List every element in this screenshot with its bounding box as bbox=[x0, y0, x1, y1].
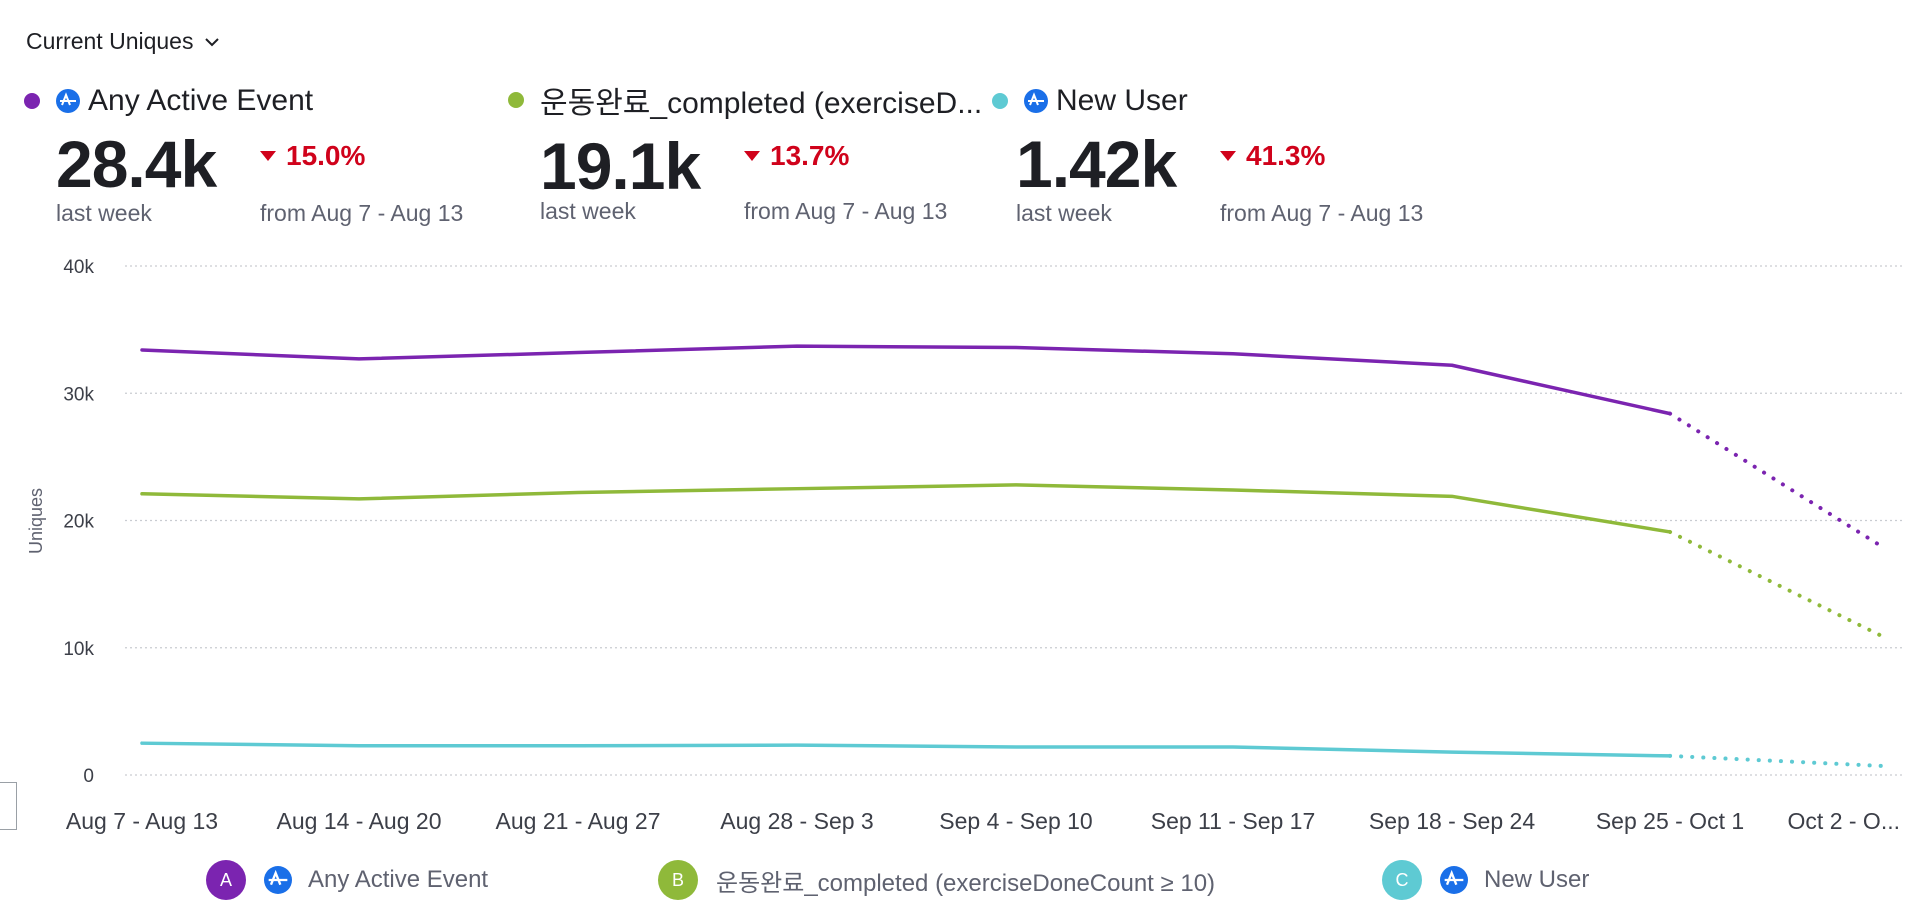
amplitude-icon bbox=[1440, 866, 1468, 894]
kpi-change-value: 41.3% bbox=[1246, 140, 1326, 171]
kpi-new-user[interactable]: New User 1.42k 41.3% last week from Aug … bbox=[992, 84, 1423, 226]
down-arrow-icon bbox=[1220, 151, 1236, 161]
legend-badge: C bbox=[1382, 860, 1422, 900]
y-tick-label: 0 bbox=[83, 766, 94, 787]
series-color-dot bbox=[24, 93, 40, 109]
chevron-down-icon bbox=[205, 37, 220, 46]
kpi-change-value: 13.7% bbox=[770, 140, 850, 171]
kpi-change: 15.0% bbox=[260, 140, 365, 172]
kpi-compare: from Aug 7 - Aug 13 bbox=[260, 200, 464, 226]
amplitude-icon bbox=[264, 866, 292, 894]
down-arrow-icon bbox=[744, 151, 760, 161]
y-tick-label: 30k bbox=[63, 384, 94, 405]
collapse-handle[interactable] bbox=[0, 782, 17, 830]
legend-item-a[interactable]: A Any Active Event bbox=[206, 860, 488, 900]
kpi-value: 1.42k bbox=[1016, 127, 1177, 201]
amplitude-icon bbox=[1024, 89, 1048, 113]
y-tick-label: 40k bbox=[63, 257, 94, 278]
x-tick-label: Aug 21 - Aug 27 bbox=[496, 808, 661, 834]
kpi-exercise-completed[interactable]: 운동완료_completed (exerciseD... 19.1k 13.7%… bbox=[508, 78, 983, 224]
series-projection-a bbox=[1668, 411, 1887, 551]
kpi-name: 운동완료_completed (exerciseD... bbox=[540, 87, 983, 120]
series-line-c bbox=[140, 741, 1672, 758]
x-tick-label: Sep 18 - Sep 24 bbox=[1369, 808, 1535, 834]
x-tick-label: Aug 7 - Aug 13 bbox=[66, 808, 218, 834]
kpi-name: New User bbox=[1056, 84, 1188, 117]
kpi-value: 19.1k bbox=[540, 129, 701, 203]
amplitude-icon bbox=[56, 89, 80, 113]
x-tick-label: Sep 11 - Sep 17 bbox=[1151, 808, 1316, 834]
metric-selector-label: Current Uniques bbox=[26, 28, 194, 54]
y-tick-label: 10k bbox=[63, 639, 94, 660]
down-arrow-icon bbox=[260, 151, 276, 161]
x-tick-label: Sep 4 - Sep 10 bbox=[939, 808, 1092, 834]
legend-item-c[interactable]: C New User bbox=[1382, 860, 1589, 900]
kpi-value: 28.4k bbox=[56, 127, 217, 201]
kpi-change: 41.3% bbox=[1220, 140, 1325, 172]
legend-badge: B bbox=[658, 860, 698, 900]
series-line-a bbox=[140, 344, 1672, 416]
legend-label: New User bbox=[1484, 866, 1590, 893]
y-axis-label: Uniques bbox=[26, 488, 46, 554]
kpi-period: last week bbox=[56, 200, 152, 226]
y-tick-label: 20k bbox=[63, 512, 94, 533]
x-tick-label: Aug 14 - Aug 20 bbox=[277, 808, 442, 834]
x-tick-label: Aug 28 - Sep 3 bbox=[720, 808, 873, 834]
legend-item-b[interactable]: B 운동완료_completed (exerciseDoneCount ≥ 10… bbox=[658, 860, 1215, 900]
kpi-compare: from Aug 7 - Aug 13 bbox=[1220, 200, 1424, 226]
series-projection-b bbox=[1668, 529, 1887, 640]
legend-label: 운동완료_completed (exerciseDoneCount ≥ 10) bbox=[716, 869, 1216, 897]
x-tick-label: Oct 2 - O... bbox=[1788, 808, 1900, 834]
series-projection-c bbox=[1668, 753, 1887, 769]
kpi-period: last week bbox=[540, 198, 636, 224]
kpi-any-active-event[interactable]: Any Active Event 28.4k 15.0% last week f… bbox=[24, 84, 463, 226]
series-line-b bbox=[140, 483, 1672, 534]
metric-selector[interactable]: Current Uniques bbox=[26, 28, 220, 55]
series-color-dot bbox=[992, 93, 1008, 109]
kpi-change-value: 15.0% bbox=[286, 140, 366, 171]
kpi-compare: from Aug 7 - Aug 13 bbox=[744, 198, 948, 224]
series-color-dot bbox=[508, 92, 524, 108]
kpi-period: last week bbox=[1016, 200, 1112, 226]
legend-badge: A bbox=[206, 860, 246, 900]
x-tick-label: Sep 25 - Oct 1 bbox=[1596, 808, 1744, 834]
kpi-change: 13.7% bbox=[744, 140, 849, 172]
kpi-name: Any Active Event bbox=[88, 84, 314, 117]
legend-label: Any Active Event bbox=[308, 866, 489, 893]
